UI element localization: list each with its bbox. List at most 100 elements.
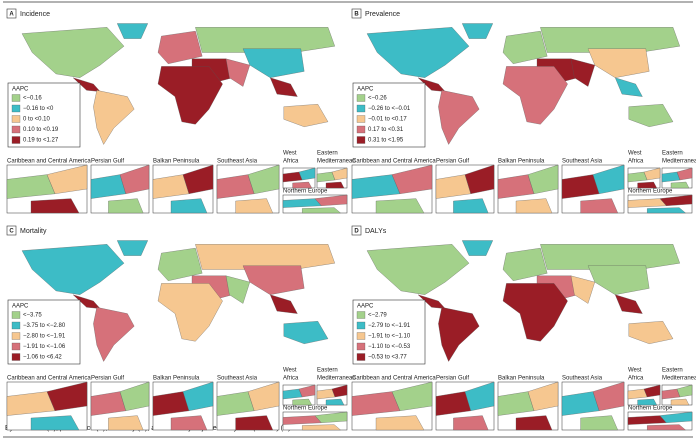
inset-land (247, 381, 280, 411)
inset-land (676, 384, 693, 398)
country-region (93, 90, 135, 145)
inset-label: Caribbean and Central America (352, 376, 436, 382)
inset-land (302, 424, 342, 431)
inset-land (314, 194, 348, 206)
country-region (587, 265, 650, 295)
country-region (540, 244, 681, 270)
legend-swatch (11, 311, 21, 319)
inset-land (453, 415, 489, 431)
inset-label: Northern Europe (283, 189, 328, 195)
legend-swatch (11, 321, 21, 330)
legend-box (352, 82, 426, 148)
inset-label: Mediterranean (317, 376, 356, 382)
inset-land (375, 198, 425, 214)
country-region (225, 58, 250, 87)
country-region (438, 90, 480, 145)
inset-land (119, 164, 150, 194)
inset-land (527, 164, 559, 194)
legend-swatch (11, 94, 21, 102)
inset-land (170, 415, 208, 431)
legend-label: 0.10 to <0.19 (23, 127, 59, 133)
panel-title: Incidence (20, 11, 50, 18)
legend-swatch (356, 321, 366, 330)
country-region (570, 275, 595, 304)
inset-label: Caribbean and Central America (7, 376, 91, 382)
panel-letter-box (6, 225, 17, 236)
inset-land (108, 415, 144, 431)
legend-swatch (356, 136, 366, 144)
inset-land (30, 415, 80, 431)
inset-label: West (283, 368, 297, 374)
country-region (366, 244, 470, 295)
inset-label: West (628, 151, 642, 157)
inset-land (453, 198, 489, 214)
inset-land (331, 167, 348, 181)
country-region (614, 77, 643, 97)
country-region (269, 294, 298, 314)
country-region (157, 66, 223, 125)
legend-label: −2.80 to <−1.91 (23, 334, 66, 340)
country-region (540, 27, 681, 53)
panel-title: DALYs (365, 228, 387, 235)
legend-label: −0.53 to <3.77 (368, 355, 407, 361)
inset-label: Northern Europe (628, 406, 673, 412)
inset-label: Persian Gulf (91, 376, 124, 382)
inset-land (325, 398, 345, 406)
legend-title: AAPC (12, 87, 29, 93)
legend-swatch (356, 311, 366, 319)
legend-label: 0.31 to <1.95 (368, 138, 404, 144)
legend-swatch (356, 125, 366, 134)
legend-swatch (11, 125, 21, 134)
country-region (461, 23, 494, 39)
legend-label: −1.91 to <−1.06 (23, 344, 66, 350)
inset-label: Balkan Peninsula (153, 376, 200, 382)
inset-land (46, 381, 88, 411)
legend-box (7, 299, 81, 365)
inset-label: Eastern (662, 368, 683, 374)
legend-label: 0 to <0.10 (23, 117, 51, 123)
legend-swatch (356, 104, 366, 113)
legend-label: <−2.79 (368, 313, 387, 319)
legend-swatch (11, 136, 21, 144)
panel-letter-box (351, 8, 362, 19)
country-region (366, 27, 470, 78)
country-region (116, 240, 149, 256)
country-region (283, 104, 329, 127)
inset-land (580, 415, 619, 431)
legend-swatch (356, 94, 366, 102)
legend-box (352, 299, 426, 365)
legend-label: <−3.75 (23, 313, 42, 319)
legend-label: 0.19 to <1.27 (23, 138, 59, 144)
inset-label: Eastern (317, 368, 338, 374)
legend-label: −2.79 to <−1.91 (368, 323, 411, 329)
legend-label: −0.26 to <−0.01 (368, 106, 411, 112)
panel-letter: B (354, 11, 359, 17)
inset-land (391, 164, 433, 194)
country-region (502, 247, 548, 281)
inset-label: Northern Europe (283, 406, 328, 412)
country-region (242, 265, 305, 295)
inset-land (235, 415, 274, 431)
panel-title: Mortality (20, 228, 47, 235)
inset-land (182, 381, 214, 411)
inset-label: Persian Gulf (436, 159, 469, 165)
inset-land (659, 411, 693, 423)
inset-land (292, 181, 313, 189)
legend-label: <−0.26 (368, 96, 387, 102)
country-region (21, 244, 125, 295)
inset-label: Mediterranean (662, 159, 696, 165)
inset-label: Eastern (662, 151, 683, 157)
inset-label: Balkan Peninsula (153, 159, 200, 165)
inset-label: Mediterranean (317, 159, 356, 165)
legend-swatch (11, 104, 21, 113)
inset-land (108, 198, 144, 214)
inset-label: Balkan Peninsula (498, 376, 545, 382)
inset-land (302, 207, 342, 214)
country-region (116, 23, 149, 39)
country-region (157, 30, 203, 64)
inset-land (643, 384, 661, 398)
legend-label: −1.91 to <−1.10 (368, 334, 411, 340)
inset-label: Africa (283, 376, 299, 382)
inset-land (464, 164, 495, 194)
country-region (93, 307, 135, 362)
